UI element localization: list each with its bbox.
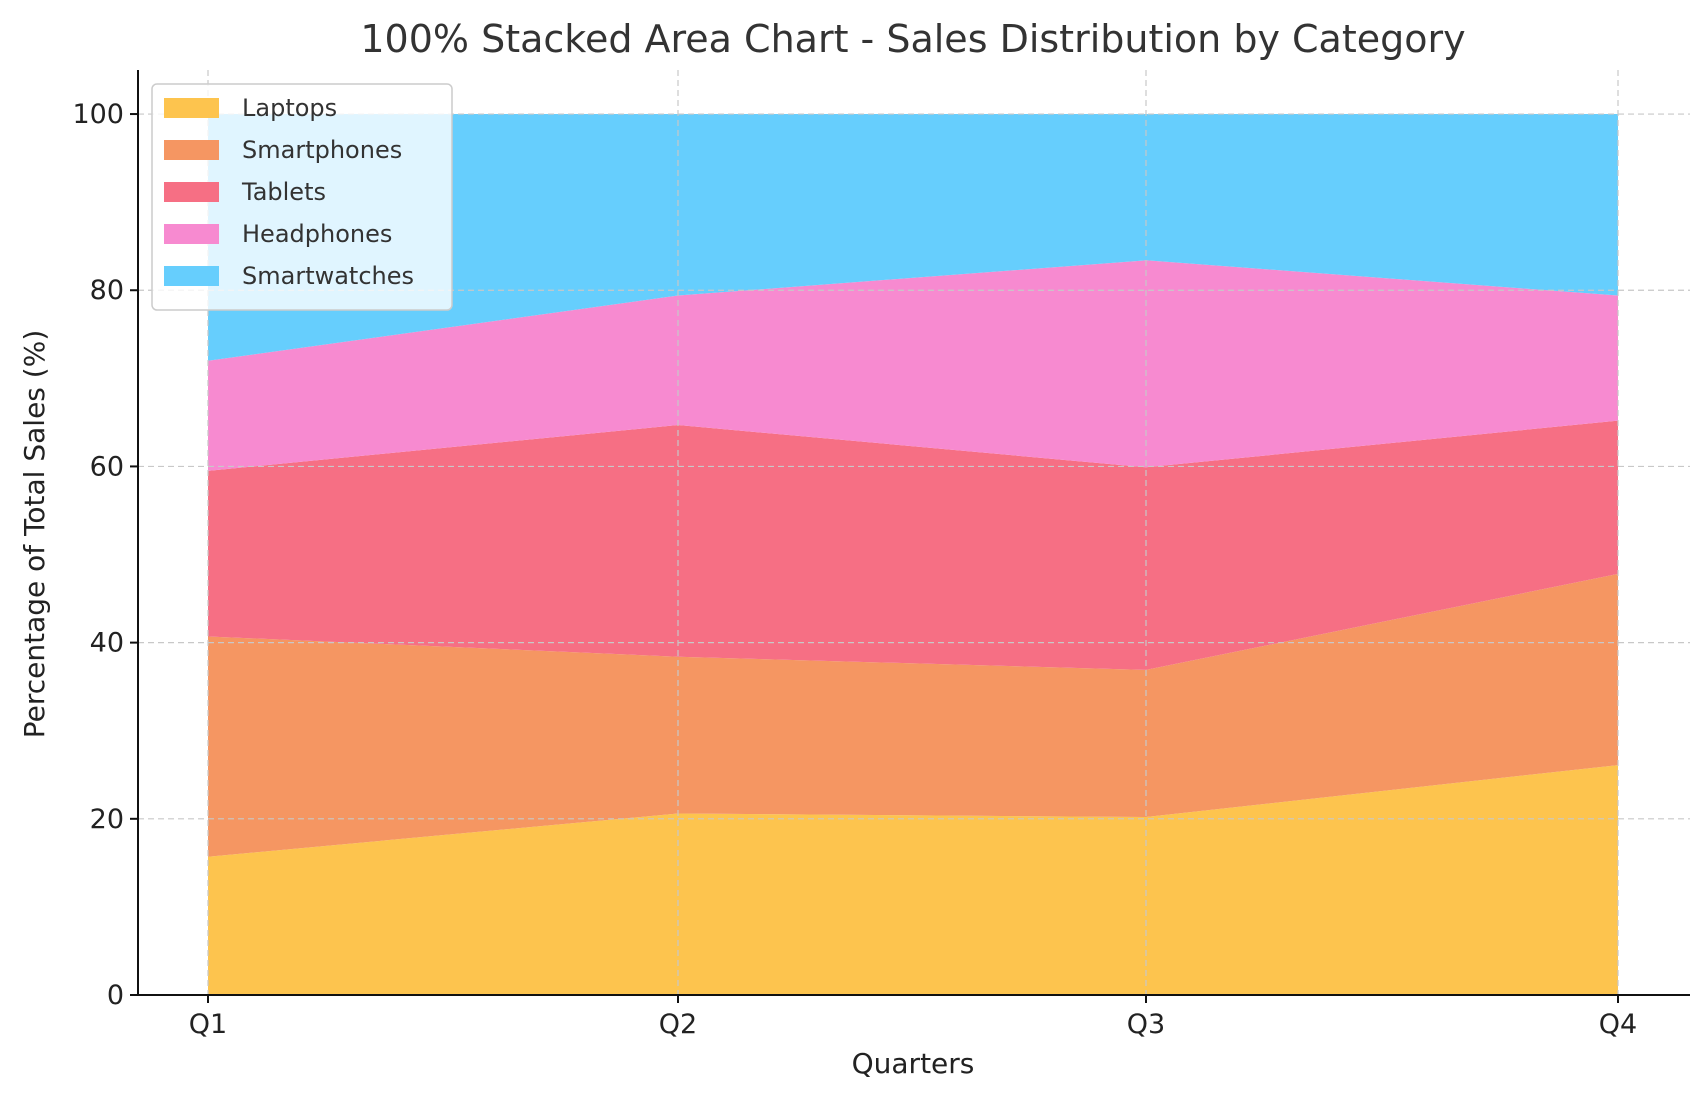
legend-label: Smartphones xyxy=(242,136,402,164)
legend-label: Tablets xyxy=(241,178,326,206)
area-headphones xyxy=(208,260,1618,471)
legend-swatch xyxy=(164,98,219,118)
chart-title: 100% Stacked Area Chart - Sales Distribu… xyxy=(360,17,1465,61)
x-tick-label: Q4 xyxy=(1599,1009,1637,1040)
y-axis-label: Percentage of Total Sales (%) xyxy=(18,330,51,738)
y-tick-label: 80 xyxy=(90,275,124,306)
legend-box xyxy=(151,83,453,311)
x-axis-label: Quarters xyxy=(852,1047,975,1080)
y-tick-label: 40 xyxy=(90,628,124,659)
area-smartwatches xyxy=(208,114,1618,361)
x-tick-label: Q1 xyxy=(189,1009,227,1040)
x-tick-label: Q2 xyxy=(659,1009,697,1040)
y-tick-label: 20 xyxy=(90,804,124,835)
legend-swatch xyxy=(164,224,219,244)
area-tablets xyxy=(208,420,1618,670)
y-tick-label: 100 xyxy=(72,99,124,130)
legend-label: Smartwatches xyxy=(242,262,414,290)
axis-layer: 0 20 40 60 80 100 Q1 Q2 Q3 Q4 xyxy=(72,70,1690,1040)
x-tick-label: Q3 xyxy=(1127,1009,1165,1040)
grid-layer xyxy=(138,70,1690,996)
area-layer xyxy=(208,114,1618,995)
area-laptops xyxy=(208,765,1618,995)
legend-label: Laptops xyxy=(242,94,337,122)
area-smartphones xyxy=(208,573,1618,857)
legend-label: Headphones xyxy=(242,220,392,248)
legend-swatch xyxy=(164,182,219,202)
legend: Laptops Smartphones Tablets Headphones Smart… xyxy=(151,83,453,311)
y-tick-label: 0 xyxy=(107,980,124,1011)
y-tick-label: 60 xyxy=(90,451,124,482)
legend-swatch xyxy=(164,140,219,160)
legend-swatch xyxy=(164,266,219,286)
